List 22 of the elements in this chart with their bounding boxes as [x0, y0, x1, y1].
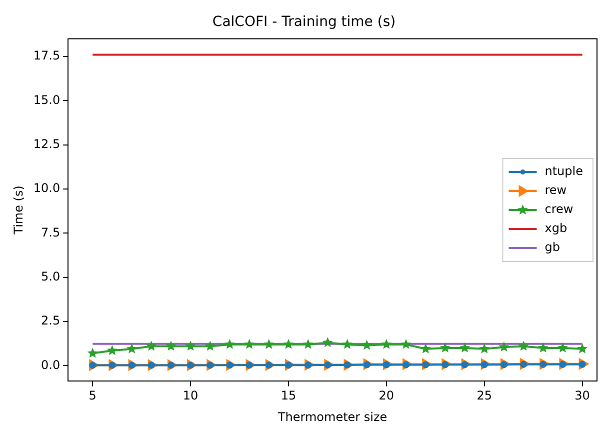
y-tick-label: 0.0	[41, 358, 60, 372]
legend-label: gb	[544, 240, 560, 254]
y-tick-label: 15.0	[33, 92, 60, 107]
y-tick-label: 12.5	[33, 136, 60, 151]
legend-label: rew	[544, 183, 567, 198]
x-tick-label: 10	[182, 388, 198, 403]
y-tick-label: 10.0	[33, 181, 60, 196]
legend-label: crew	[544, 202, 574, 216]
x-tick-label: 5	[88, 388, 96, 403]
y-tick-label: 2.5	[41, 314, 60, 328]
legend-label: ntuple	[544, 164, 583, 178]
x-tick-label: 25	[476, 388, 492, 403]
y-tick-label: 7.5	[41, 225, 60, 240]
x-tick-label: 15	[280, 388, 296, 403]
x-axis-title: Thermometer size	[276, 410, 388, 424]
y-tick-label: 5.0	[41, 269, 60, 284]
chart-title: CalCOFI - Training time (s)	[212, 14, 396, 30]
y-axis-title: Time (s)	[11, 186, 26, 236]
x-tick-label: 30	[574, 388, 590, 403]
legend-label: xgb	[544, 221, 568, 236]
x-tick-label: 20	[378, 388, 394, 403]
y-tick-label: 17.5	[33, 48, 60, 63]
